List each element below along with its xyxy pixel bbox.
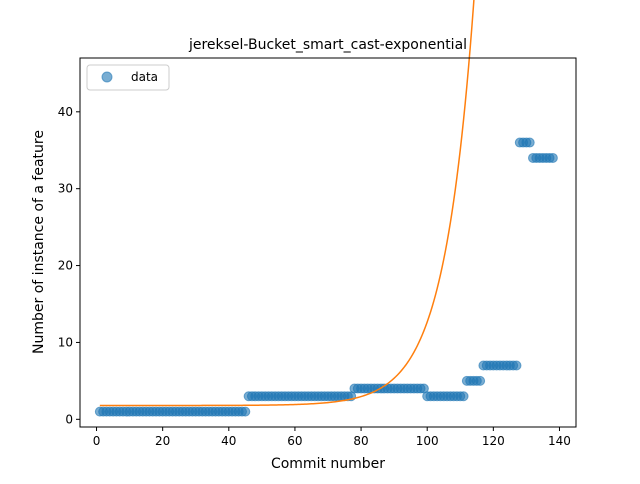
axes-frame	[79, 57, 577, 428]
data-point	[524, 137, 535, 148]
x-tick-label: 80	[353, 434, 368, 448]
data-point	[511, 360, 522, 371]
x-tick-label: 20	[155, 434, 170, 448]
y-tick-label: 0	[65, 412, 73, 426]
data-point	[240, 406, 251, 417]
x-tick-label: 140	[548, 434, 571, 448]
x-axis-label: Commit number	[271, 456, 385, 472]
y-tick-label: 40	[58, 105, 73, 119]
x-tick-label: 0	[93, 434, 101, 448]
legend: data	[86, 64, 170, 91]
plot-area	[94, 0, 558, 417]
data-point	[475, 375, 486, 386]
y-tick-label: 30	[58, 182, 73, 196]
legend-label: data	[131, 70, 158, 84]
y-tick-label: 10	[58, 335, 73, 349]
x-axis: 0 20 40 60 80 100 120 140	[93, 427, 571, 448]
fit-line	[99, 0, 475, 407]
y-axis-label: Number of instance of a feature	[31, 130, 47, 354]
x-tick-label: 100	[416, 434, 439, 448]
data-point	[458, 391, 469, 402]
data-point	[547, 152, 558, 163]
legend-marker	[101, 71, 113, 83]
x-tick-label: 60	[287, 434, 302, 448]
legend-box	[86, 64, 170, 91]
x-tick-label: 40	[221, 434, 236, 448]
x-tick-label: 120	[482, 434, 505, 448]
chart-title: jereksel-Bucket_smart_cast-exponential	[188, 37, 467, 53]
y-axis: 0 10 20 30 40	[58, 105, 80, 426]
y-tick-label: 20	[58, 259, 73, 273]
